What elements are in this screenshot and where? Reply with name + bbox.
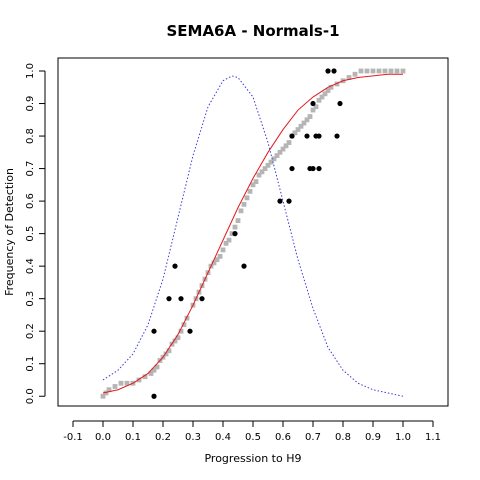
observed-point bbox=[232, 231, 237, 236]
y-tick-label: 0.2 bbox=[25, 323, 36, 339]
x-tick-label: 0.4 bbox=[215, 432, 231, 443]
simulated-point bbox=[254, 179, 259, 184]
x-tick-label: 0.1 bbox=[125, 432, 141, 443]
simulated-point bbox=[365, 69, 370, 74]
x-axis: -0.1 0.0 0.1 0.2 0.3 0.4 0.5 0.6 0.7 0.8 0.9 1.0 1.1 bbox=[63, 421, 441, 443]
plot-area-frame bbox=[58, 58, 448, 406]
x-tick-label: 0.8 bbox=[335, 432, 351, 443]
simulated-point bbox=[287, 140, 292, 145]
simulated-point bbox=[359, 69, 364, 74]
simulated-point bbox=[401, 69, 406, 74]
simulated-point bbox=[227, 238, 232, 243]
observed-point bbox=[172, 264, 177, 269]
y-tick-label: 0.5 bbox=[25, 226, 36, 242]
observed-point bbox=[166, 296, 171, 301]
x-tick-label: 0.6 bbox=[275, 432, 291, 443]
y-tick-label: 0.9 bbox=[25, 96, 36, 112]
y-tick-label: 0.4 bbox=[25, 258, 36, 274]
observed-point bbox=[277, 199, 282, 204]
observed-point bbox=[304, 133, 309, 138]
y-tick-label: 0.0 bbox=[25, 388, 36, 404]
observed-point bbox=[151, 394, 156, 399]
observed-point bbox=[289, 133, 294, 138]
simulated-point bbox=[248, 189, 253, 194]
series-layer bbox=[101, 68, 406, 398]
observed-point bbox=[286, 199, 291, 204]
observed-point bbox=[199, 296, 204, 301]
simulated-point bbox=[371, 69, 376, 74]
observed-point bbox=[331, 68, 336, 73]
simulated-point bbox=[113, 384, 118, 389]
observed-point bbox=[325, 68, 330, 73]
x-tick-label: -0.1 bbox=[63, 432, 83, 443]
chart-title: SEMA6A - Normals-1 bbox=[166, 22, 339, 40]
density-curve bbox=[103, 76, 403, 396]
y-axis-label: Frequency of Detection bbox=[3, 168, 16, 296]
simulated-point bbox=[389, 69, 394, 74]
y-tick-label: 0.6 bbox=[25, 193, 36, 209]
y-tick-label: 0.8 bbox=[25, 128, 36, 144]
simulated-point bbox=[236, 218, 241, 223]
y-tick-label: 0.3 bbox=[25, 291, 36, 307]
observed-point bbox=[334, 133, 339, 138]
x-tick-label: 1.1 bbox=[425, 432, 441, 443]
x-tick-label: 0.2 bbox=[155, 432, 171, 443]
simulated-point bbox=[233, 225, 238, 230]
x-tick-label: 0.5 bbox=[245, 432, 261, 443]
simulated-points bbox=[101, 69, 406, 399]
x-tick-label: 0.7 bbox=[305, 432, 321, 443]
observed-point bbox=[187, 329, 192, 334]
observed-point bbox=[241, 264, 246, 269]
y-tick-label: 0.7 bbox=[25, 161, 36, 177]
x-tick-label: 0.0 bbox=[95, 432, 111, 443]
simulated-point bbox=[245, 195, 250, 200]
simulated-point bbox=[119, 381, 124, 386]
fitted-curve bbox=[103, 74, 403, 393]
simulated-point bbox=[218, 254, 223, 259]
observed-point bbox=[178, 296, 183, 301]
observed-point bbox=[310, 101, 315, 106]
y-tick-label: 0.1 bbox=[25, 356, 36, 372]
y-axis: 0.0 0.1 0.2 0.3 0.4 0.5 0.6 0.7 0.8 0.9 1.0 bbox=[25, 63, 45, 404]
observed-point bbox=[289, 166, 294, 171]
observed-point bbox=[316, 133, 321, 138]
observed-point bbox=[310, 166, 315, 171]
observed-point bbox=[337, 101, 342, 106]
x-axis-label: Progression to H9 bbox=[204, 452, 301, 465]
simulated-point bbox=[308, 114, 313, 119]
observed-point bbox=[151, 329, 156, 334]
x-tick-label: 0.3 bbox=[185, 432, 201, 443]
simulated-point bbox=[239, 208, 244, 213]
simulated-point bbox=[383, 69, 388, 74]
simulated-point bbox=[221, 247, 226, 252]
observed-point bbox=[316, 166, 321, 171]
simulated-point bbox=[395, 69, 400, 74]
x-tick-label: 0.9 bbox=[365, 432, 381, 443]
x-tick-label: 1.0 bbox=[395, 432, 411, 443]
observed-points bbox=[151, 68, 342, 398]
simulated-point bbox=[353, 72, 358, 77]
simulated-point bbox=[377, 69, 382, 74]
y-tick-label: 1.0 bbox=[25, 63, 36, 79]
simulated-point bbox=[242, 202, 247, 207]
